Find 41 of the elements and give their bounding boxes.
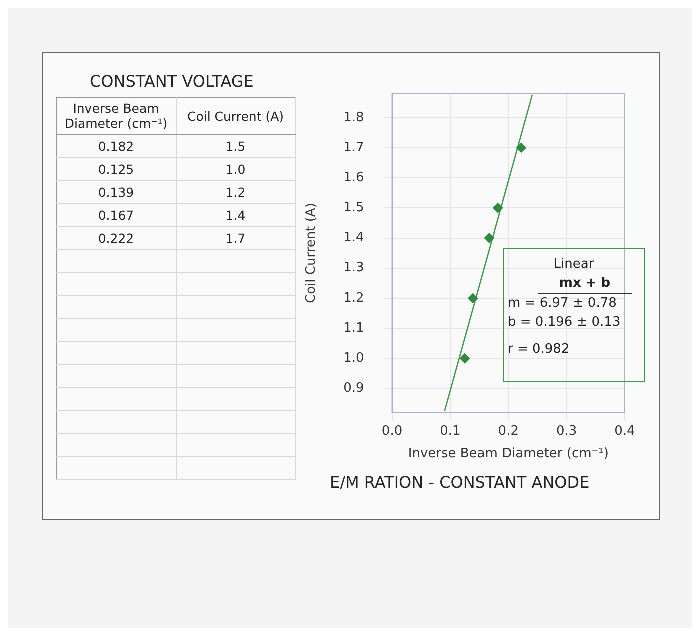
annotation: b = 0.196 ± 0.13 (508, 314, 622, 332)
annotation: r = 0.982 (508, 341, 571, 359)
y-tick-label: 0.9 (344, 381, 364, 396)
y-tick-label: 1.8 (344, 110, 364, 126)
text: 0.182 (56, 134, 176, 158)
y-tick-label: 1.7 (344, 140, 364, 156)
text: E/M RATION - CONSTANT ANODE (330, 473, 590, 492)
text: 1.0 (176, 158, 296, 180)
point (493, 203, 504, 214)
x-tick-label: 0.0 (382, 424, 403, 439)
text: 1.4 (176, 204, 296, 226)
text: 0.139 (56, 180, 176, 204)
y-tick-label: 1.5 (344, 200, 364, 216)
y-tick-label: 1.3 (344, 260, 364, 276)
text: 1.2 (176, 180, 296, 204)
x-tick-label: 0.4 (614, 424, 636, 439)
y-tick-label: 1.2 (344, 290, 364, 306)
y-tick-label: 1.1 (344, 320, 364, 336)
text: 1.7 (176, 226, 296, 250)
annotation: mx + b (538, 274, 632, 294)
text: Coil Current (A) (176, 98, 296, 134)
y-tick-label: 1.0 (344, 351, 364, 366)
x-tick-label: 0.1 (440, 424, 461, 439)
point (460, 354, 470, 364)
x-tick-label: 0.3 (556, 424, 578, 439)
x-tick-label: 0.2 (498, 424, 519, 439)
annotation: m = 6.97 ± 0.78 (508, 295, 618, 313)
text: CONSTANT VOLTAGE (89, 72, 255, 91)
text: 1.5 (176, 134, 296, 158)
y-axis-title: Coil Current (A) (304, 203, 320, 304)
text: Inverse Beam Diameter (cm⁻¹) (56, 98, 176, 134)
point (484, 233, 494, 244)
point (468, 293, 478, 304)
text: 0.222 (56, 226, 176, 250)
text: 0.125 (56, 158, 176, 180)
y-tick-label: 1.6 (344, 170, 364, 186)
annotation: Linear (552, 256, 596, 274)
point (516, 142, 526, 153)
text: 0.167 (56, 204, 176, 226)
y-tick-label: 1.4 (344, 230, 364, 246)
x-axis-title: Inverse Beam Diameter (cm⁻¹) (408, 446, 609, 462)
